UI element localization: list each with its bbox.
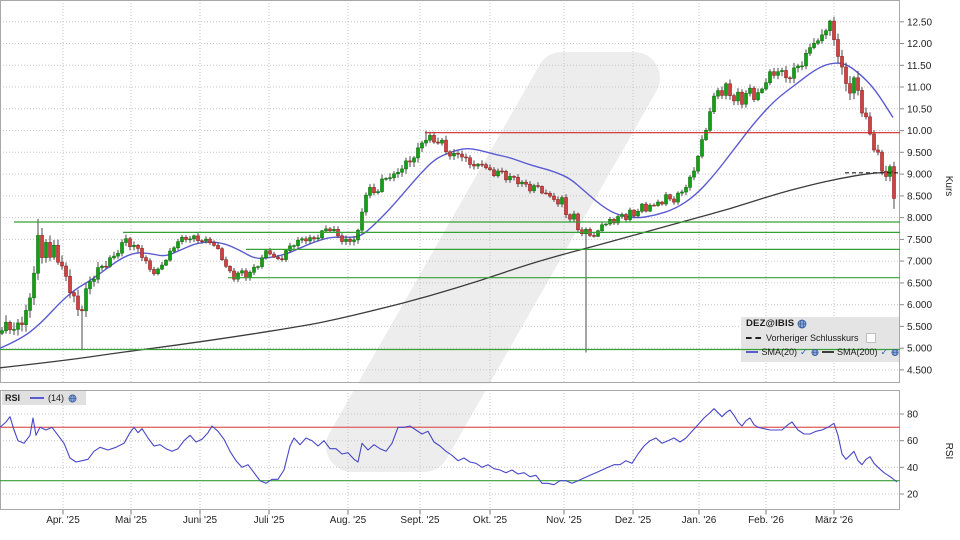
svg-text:Kurs: Kurs (943, 176, 954, 197)
candles (0, 16, 896, 353)
sma20-line (0, 62, 894, 349)
watermark (326, 52, 660, 472)
svg-text:11.50: 11.50 (907, 61, 932, 72)
svg-text:11.00: 11.00 (907, 83, 932, 94)
svg-text:Feb. '26: Feb. '26 (748, 515, 784, 526)
axis-labels: 12.50 12.00 11.50 11.00 10.50 10.00 9.500 9.000… (46, 17, 954, 526)
svg-text:Okt. '25: Okt. '25 (473, 515, 508, 526)
svg-text:20: 20 (907, 490, 919, 501)
svg-text:12.50: 12.50 (907, 17, 932, 28)
svg-text:5.000: 5.000 (907, 344, 932, 355)
svg-text:8.000: 8.000 (907, 213, 932, 224)
horizontal-lines (0, 132, 900, 351)
svg-text:9.500: 9.500 (907, 148, 932, 159)
svg-text:Dez. '25: Dez. '25 (615, 515, 652, 526)
prev-close-line-sample (746, 337, 761, 339)
svg-text:6.500: 6.500 (907, 278, 932, 289)
panel-gap-mask (0, 383, 960, 390)
svg-text:6.000: 6.000 (907, 300, 932, 311)
svg-text:10.50: 10.50 (907, 104, 932, 115)
instrument-legend: DEZ@IBIS Vorheriger Schlusskurs SMA(20) … (741, 317, 899, 362)
sma200-checkmark[interactable]: ✓ (880, 347, 888, 357)
svg-text:7.500: 7.500 (907, 235, 932, 246)
globe-icon[interactable] (797, 319, 807, 329)
svg-text:4.500: 4.500 (907, 365, 932, 376)
rsi-legend: RSI (14) (2, 391, 89, 405)
rsi-line-sample (30, 397, 45, 399)
svg-text:RSI: RSI (943, 443, 954, 460)
svg-text:80: 80 (907, 410, 919, 421)
sma20-line-sample (746, 351, 759, 353)
rsi-indicator-name: RSI (5, 393, 21, 403)
instrument-name: DEZ@IBIS (746, 318, 795, 329)
sma20-label: SMA(20) (761, 347, 797, 357)
svg-text:Jan. '26: Jan. '26 (682, 515, 717, 526)
svg-text:12.00: 12.00 (907, 39, 932, 50)
globe-icon[interactable] (891, 348, 899, 357)
rsi-panel (0, 408, 900, 486)
svg-text:Aug. '25: Aug. '25 (330, 515, 367, 526)
gridlines (0, 0, 900, 510)
panel-borders (0, 0, 900, 510)
globe-icon[interactable] (68, 394, 77, 403)
svg-text:Mai '25: Mai '25 (115, 515, 147, 526)
svg-text:Juli '25: Juli '25 (254, 515, 285, 526)
sma20-checkmark[interactable]: ✓ (799, 347, 808, 357)
svg-text:Nov. '25: Nov. '25 (546, 515, 582, 526)
svg-text:7.000: 7.000 (907, 257, 932, 268)
svg-text:Juni '25: Juni '25 (183, 515, 218, 526)
svg-text:60: 60 (907, 436, 919, 447)
prev-close-checkbox[interactable] (865, 333, 876, 343)
sma200-label: SMA(200) (836, 347, 878, 357)
svg-text:40: 40 (907, 463, 919, 474)
sma200-line-sample (821, 351, 834, 353)
svg-text:5.500: 5.500 (907, 322, 932, 333)
sma200-line (0, 171, 894, 369)
rsi-period-label: (14) (48, 393, 65, 403)
svg-text:März '26: März '26 (815, 515, 853, 526)
svg-text:Sept. '25: Sept. '25 (400, 515, 440, 526)
globe-icon[interactable] (810, 348, 819, 357)
svg-text:10.00: 10.00 (907, 126, 932, 137)
svg-text:8.500: 8.500 (907, 191, 932, 202)
prev-close-label: Vorheriger Schlusskurs (766, 333, 859, 343)
svg-text:Apr. '25: Apr. '25 (46, 515, 80, 526)
svg-text:9.000: 9.000 (907, 170, 932, 181)
